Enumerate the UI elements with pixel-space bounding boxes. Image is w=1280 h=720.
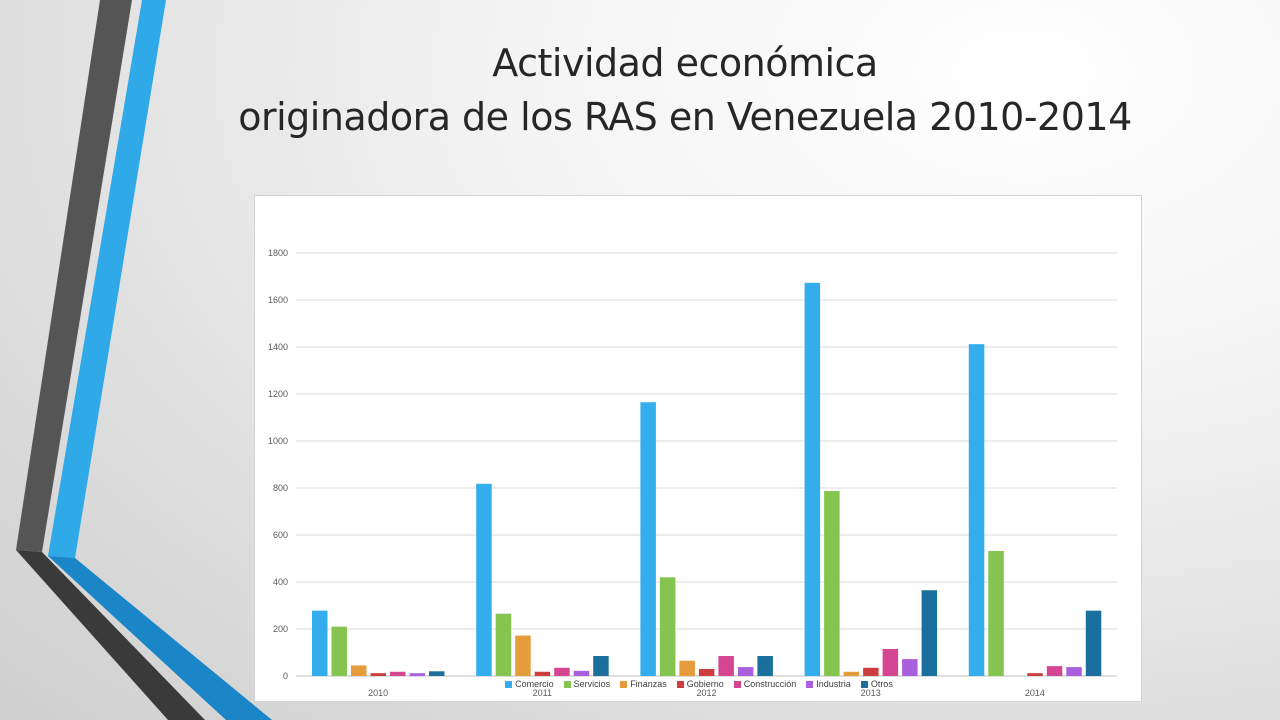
y-tick-label: 600 — [273, 530, 288, 540]
y-tick-label: 400 — [273, 577, 288, 587]
bar-industria — [902, 659, 918, 676]
y-tick-label: 1000 — [268, 436, 288, 446]
legend-swatch — [676, 680, 684, 688]
decor-stripe-dark — [16, 0, 132, 552]
legend-item: Finanzas — [620, 679, 667, 689]
bar-servicios — [824, 491, 840, 676]
bar-comercio — [640, 402, 656, 676]
legend-swatch — [733, 680, 741, 688]
x-tick-label: 2013 — [861, 688, 881, 698]
slide-title-line-1: Actividad económica — [492, 41, 878, 85]
y-tick-label: 800 — [273, 483, 288, 493]
y-tick-label: 1400 — [268, 342, 288, 352]
bar-gobierno — [698, 668, 715, 676]
legend-item: Gobierno — [676, 679, 724, 689]
bar-servicios — [659, 577, 676, 676]
chart-legend: Comercio Servicios Finanzas Gobierno Constru… — [255, 677, 1143, 691]
bar-servicios — [495, 613, 512, 676]
legend-label: Gobierno — [686, 679, 724, 689]
legend-swatch — [860, 680, 868, 688]
y-tick-label: 200 — [273, 624, 288, 634]
legend-item: Comercio — [505, 679, 554, 689]
bar-otros — [429, 671, 445, 676]
bar-gobierno — [863, 667, 879, 676]
slide-title: Actividad económica originadora de los R… — [160, 36, 1210, 144]
bar-chart: 0 200 400 600 800 1000 1200 1400 1600 1800 2010 201… — [268, 248, 1117, 698]
x-tick-label: 2014 — [1025, 688, 1045, 698]
legend-swatch — [563, 680, 571, 688]
decor-stripe-black — [16, 550, 205, 720]
y-tick-label: 1600 — [268, 295, 288, 305]
bar-construcci-n — [390, 671, 406, 676]
legend-swatch — [806, 680, 814, 688]
bar-comercio — [804, 282, 821, 676]
y-tick-label: 1200 — [268, 389, 288, 399]
bar-finanzas — [679, 660, 695, 676]
bar-construcci-n — [718, 656, 734, 676]
decor-stripe-blue — [48, 0, 166, 558]
legend-label: Comercio — [515, 679, 554, 689]
bar-construcci-n — [554, 667, 570, 676]
bar-finanzas — [515, 635, 531, 676]
bar-gobierno — [1027, 673, 1043, 676]
bar-finanzas — [351, 665, 367, 676]
legend-label: Servicios — [573, 679, 611, 689]
bar-otros — [593, 656, 609, 676]
bar-gobierno — [534, 671, 551, 676]
legend-label: Otros — [870, 679, 893, 689]
bar-gobierno — [370, 673, 386, 676]
bar-otros — [921, 590, 938, 676]
legend-item: Industria — [806, 679, 851, 689]
legend-swatch — [505, 680, 513, 688]
bar-servicios — [988, 550, 1004, 676]
bar-comercio — [968, 344, 985, 676]
decor-stripe-blue-dark — [48, 556, 272, 720]
chart-container: 0 200 400 600 800 1000 1200 1400 1600 1800 2010 201… — [254, 195, 1142, 702]
bar-industria — [573, 670, 590, 676]
slide-title-line-2: originadora de los RAS en Venezuela 2010… — [238, 95, 1132, 139]
y-tick-label: 1800 — [268, 248, 288, 258]
x-tick-label: 2010 — [368, 688, 388, 698]
legend-swatch — [620, 680, 628, 688]
y-tick-label: 0 — [283, 671, 288, 681]
bar-industria — [1066, 667, 1082, 676]
bar-industria — [409, 673, 425, 676]
x-tick-label: 2011 — [533, 688, 552, 698]
legend-item: Servicios — [563, 679, 611, 689]
bar-finanzas — [843, 671, 860, 676]
bar-otros — [1085, 610, 1102, 676]
bar-comercio — [312, 610, 328, 676]
bar-construcci-n — [1046, 666, 1063, 676]
bar-industria — [737, 667, 754, 676]
legend-label: Construcción — [743, 679, 797, 689]
legend-label: Industria — [816, 679, 851, 689]
legend-item: Otros — [860, 679, 893, 689]
legend-label: Finanzas — [630, 679, 667, 689]
x-tick-label: 2012 — [696, 688, 716, 698]
bar-comercio — [476, 483, 492, 676]
legend-item: Construcción — [733, 679, 797, 689]
bar-construcci-n — [882, 648, 899, 676]
bar-servicios — [331, 626, 347, 676]
bar-otros — [757, 656, 773, 676]
